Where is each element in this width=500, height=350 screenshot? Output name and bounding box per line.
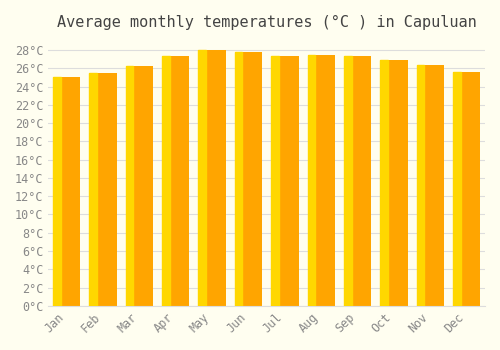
Bar (90, 73, 97, 306)
Bar (344, 56, 372, 306)
Bar (126, 66, 134, 306)
Bar (380, 60, 407, 306)
Bar (453, 72, 461, 306)
Bar (380, 60, 388, 306)
Bar (198, 50, 206, 306)
Title: Average monthly temperatures (°C ) in Capuluan: Average monthly temperatures (°C ) in Ca… (57, 15, 476, 30)
Bar (308, 55, 335, 306)
Bar (271, 56, 298, 306)
Bar (162, 56, 190, 306)
Bar (162, 56, 170, 306)
Bar (271, 56, 279, 306)
Bar (198, 50, 226, 306)
Bar (344, 56, 352, 306)
Bar (53, 77, 80, 306)
Bar (53, 77, 60, 306)
Bar (417, 65, 444, 306)
Bar (235, 52, 242, 306)
Bar (235, 52, 262, 306)
Bar (308, 55, 316, 306)
Bar (90, 73, 117, 306)
Bar (453, 72, 480, 306)
Bar (417, 65, 424, 306)
Bar (126, 66, 153, 306)
